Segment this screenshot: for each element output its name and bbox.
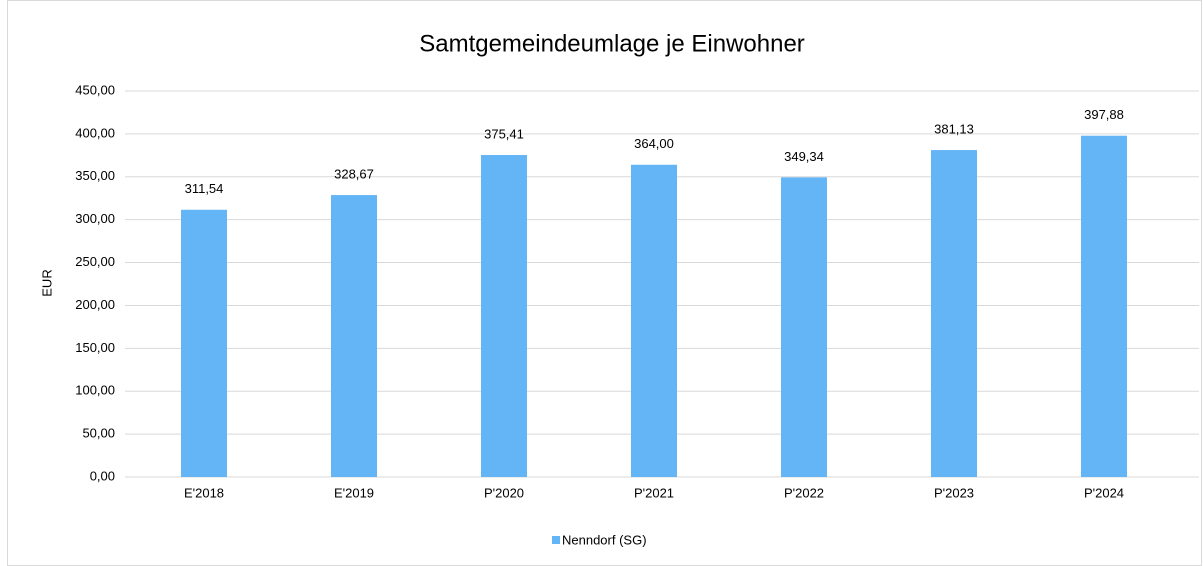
value-label: 349,34 bbox=[784, 149, 824, 164]
y-tick-label: 200,00 bbox=[75, 297, 115, 312]
value-label: 381,13 bbox=[934, 122, 974, 137]
value-label: 328,67 bbox=[334, 167, 374, 182]
y-tick-label: 250,00 bbox=[75, 254, 115, 269]
y-tick-label: 300,00 bbox=[75, 211, 115, 226]
value-label: 364,00 bbox=[634, 136, 674, 151]
y-tick-label: 0,00 bbox=[90, 468, 115, 483]
y-tick-label: 400,00 bbox=[75, 125, 115, 140]
legend-label: Nenndorf (SG) bbox=[562, 532, 647, 547]
y-axis-label: EUR bbox=[39, 269, 54, 296]
x-tick-label: P'2022 bbox=[784, 485, 824, 500]
y-tick-label: 100,00 bbox=[75, 383, 115, 398]
value-label: 397,88 bbox=[1084, 107, 1124, 122]
x-tick-label: P'2023 bbox=[934, 485, 974, 500]
y-tick-label: 350,00 bbox=[75, 168, 115, 183]
bar bbox=[781, 177, 827, 477]
bar bbox=[631, 164, 677, 477]
value-label: 311,54 bbox=[185, 181, 224, 196]
x-tick-label: P'2021 bbox=[634, 485, 674, 500]
bar bbox=[931, 150, 977, 478]
bar bbox=[1081, 135, 1127, 477]
x-tick-label: P'2024 bbox=[1084, 485, 1124, 500]
chart-title: Samtgemeindeumlage je Einwohner bbox=[419, 30, 805, 57]
x-tick-label: E'2018 bbox=[184, 485, 224, 500]
y-tick-label: 450,00 bbox=[75, 82, 115, 97]
value-label: 375,41 bbox=[484, 126, 524, 141]
bar bbox=[481, 154, 527, 478]
x-tick-label: P'2020 bbox=[484, 485, 524, 500]
bar bbox=[331, 195, 377, 478]
x-tick-label: E'2019 bbox=[334, 485, 374, 500]
legend-swatch bbox=[552, 536, 560, 544]
bar bbox=[181, 209, 227, 477]
y-tick-label: 150,00 bbox=[75, 340, 115, 355]
y-tick-label: 50,00 bbox=[82, 426, 115, 441]
